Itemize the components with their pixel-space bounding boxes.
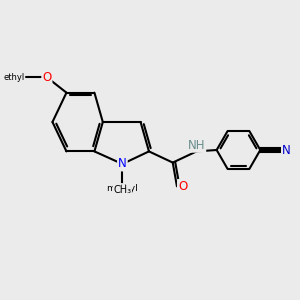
Text: N: N [282,143,291,157]
Text: N: N [118,158,127,170]
Text: ethyl: ethyl [3,73,25,82]
Text: O: O [42,71,52,84]
Text: methyl: methyl [106,184,138,193]
Text: O: O [178,180,187,193]
Text: CH₃: CH₃ [113,185,131,195]
Text: NH: NH [188,139,205,152]
